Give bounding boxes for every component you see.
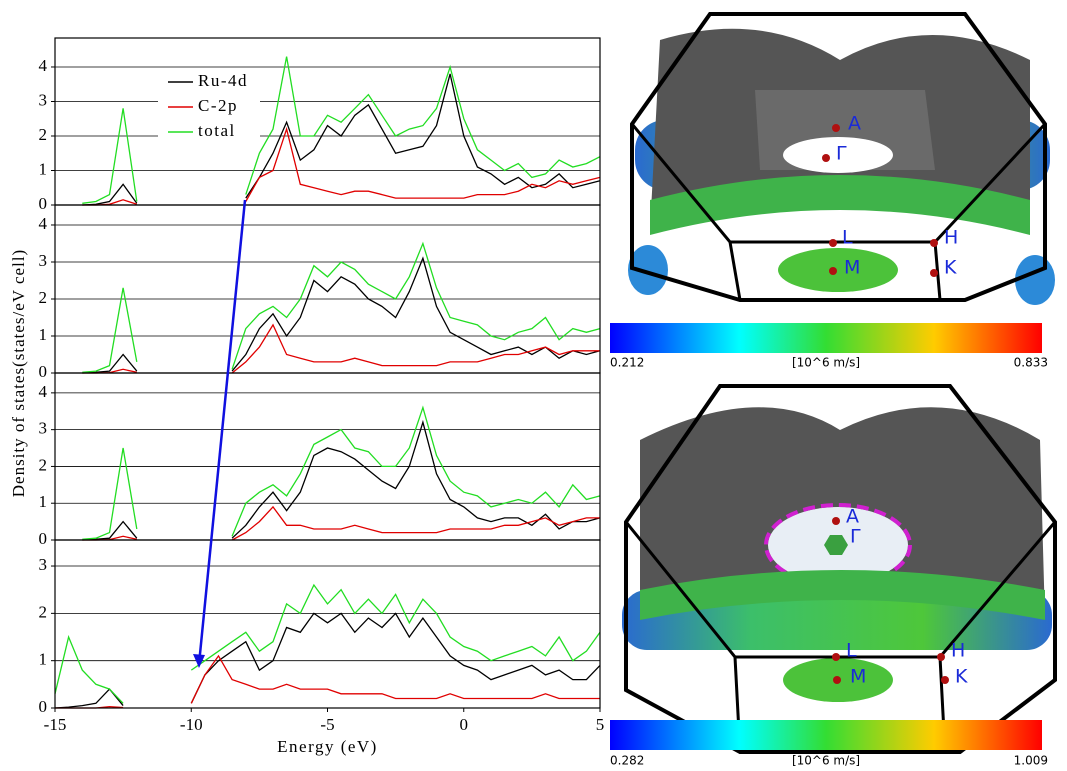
point-label: K <box>944 257 957 279</box>
x-tick-label: -15 <box>44 715 67 734</box>
series-line <box>82 258 600 373</box>
point-label: M <box>850 666 866 688</box>
point-label: Γ <box>850 526 861 548</box>
y-tick-label: 2 <box>39 288 48 307</box>
dos-plot: 0 1 2 3 4 Ru-4d C-2p total Density of states(sta… <box>9 38 604 756</box>
y-axis-label: Density of states(states/eV cell) <box>9 249 28 497</box>
y-tick-label: 4 <box>39 214 48 233</box>
arrow <box>193 200 245 668</box>
legend-label: total <box>198 121 236 140</box>
colorbar-max: 0.833 <box>1014 356 1048 370</box>
point-label: A <box>848 113 861 135</box>
y-tick-label: 1 <box>39 492 48 511</box>
series-line <box>82 507 600 540</box>
y-tick-label: 1 <box>39 325 48 344</box>
y-tick-label: 4 <box>39 382 48 401</box>
colorbar: 0.212 [10^6 m/s] 0.833 <box>610 323 1048 370</box>
point-label: K <box>955 666 968 688</box>
y-tick-label: 3 <box>39 555 48 574</box>
point-label: H <box>951 640 965 662</box>
plot-frame <box>55 38 600 205</box>
plot-frame <box>55 373 600 540</box>
x-axis-label: Energy (eV) <box>277 737 378 756</box>
y-tick-label: 2 <box>39 455 48 474</box>
x-tick-label: -5 <box>320 715 334 734</box>
series-line <box>82 422 600 540</box>
point-label: L <box>846 640 857 662</box>
colorbar: 0.282 [10^6 m/s] 1.009 <box>610 720 1048 768</box>
y-tick-label: 3 <box>39 90 48 109</box>
point-label: M <box>844 257 860 279</box>
y-tick-label: 3 <box>39 251 48 270</box>
y-tick-label: 0 <box>39 194 48 213</box>
legend-label: C-2p <box>198 96 238 115</box>
y-tick-label: 2 <box>39 125 48 144</box>
point-label: A <box>846 506 859 528</box>
x-tick-label: 5 <box>596 715 605 734</box>
y-tick-label: 2 <box>39 602 48 621</box>
series-line <box>55 656 600 708</box>
point-label: H <box>944 227 958 249</box>
point-label: Γ <box>836 143 847 165</box>
fermi-surface-render: A Γ L H M K <box>622 386 1055 752</box>
legend-label: Ru-4d <box>198 71 248 90</box>
colorbar-unit: [10^6 m/s] <box>792 356 860 370</box>
y-tick-label: 4 <box>39 56 48 75</box>
y-tick-label: 0 <box>39 697 48 716</box>
y-tick-label: 0 <box>39 362 48 381</box>
plot-frame <box>55 540 600 708</box>
y-tick-label: 1 <box>39 159 48 178</box>
colorbar-min: 0.212 <box>610 356 644 370</box>
colorbar-unit: [10^6 m/s] <box>792 754 860 768</box>
fermi-surface-render: A Γ L H M K <box>628 14 1055 305</box>
x-tick-label: -10 <box>180 715 203 734</box>
colorbar-max: 1.009 <box>1014 754 1048 768</box>
y-tick-label: 1 <box>39 650 48 669</box>
x-tick-label: 0 <box>460 715 469 734</box>
colorbar-min: 0.282 <box>610 754 644 768</box>
point-label: L <box>842 227 853 249</box>
y-tick-label: 0 <box>39 529 48 548</box>
y-tick-label: 3 <box>39 419 48 438</box>
series-line <box>55 585 600 703</box>
figure: 0 1 2 3 4 Ru-4d C-2p total Density of states(sta… <box>0 0 1067 771</box>
